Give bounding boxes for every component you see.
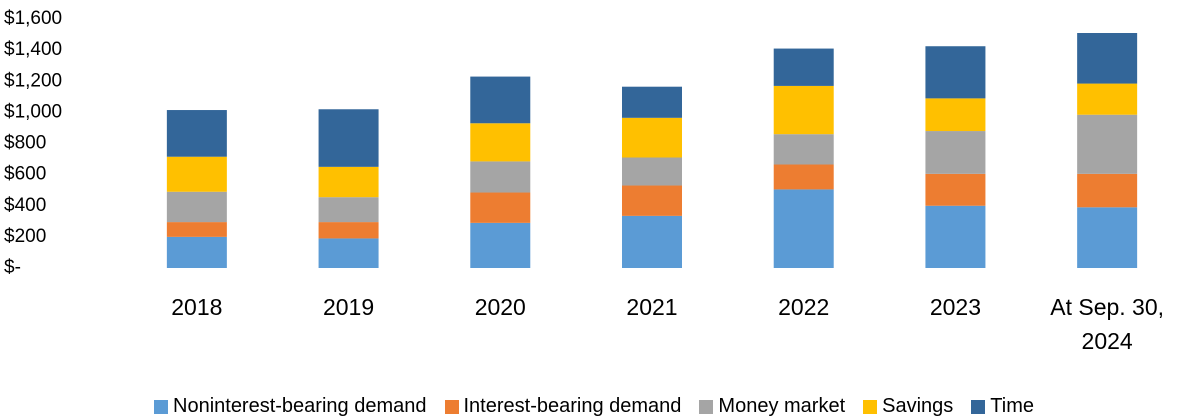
legend-item: Savings [863, 395, 953, 418]
x-tick-label: 2022 [778, 294, 830, 320]
y-tick-label: $1,200 [4, 70, 62, 91]
bar-segment [318, 222, 379, 239]
bar-segment [166, 222, 227, 237]
bar-segment [925, 131, 986, 174]
bar-segment [318, 166, 379, 198]
bar-segment [773, 48, 834, 86]
bar-segment [470, 123, 531, 162]
bar-segment [925, 205, 986, 268]
bar-segment [470, 161, 531, 193]
legend-item: Time [971, 395, 1034, 418]
legend-label: Savings [882, 395, 954, 417]
bar-segment [166, 236, 227, 268]
legend-item: Money market [699, 395, 845, 418]
y-tick-label: $200 [4, 226, 46, 247]
y-tick-label: $400 [4, 195, 46, 216]
bar-segment [166, 191, 227, 223]
bar-segment [470, 222, 531, 268]
legend-swatch [154, 399, 168, 414]
x-tick-label: 2020 [474, 294, 526, 320]
bar-segment [166, 156, 227, 192]
bar-segment [773, 134, 834, 165]
legend-item: Noninterest-bearing demand [154, 395, 427, 418]
bar-segment [622, 86, 682, 118]
bar-segment [925, 46, 986, 99]
bar-segment [773, 85, 834, 135]
x-tick-label: At Sep. 30, 2024 [1050, 294, 1165, 354]
legend: Noninterest-bearing demand Interest-beari… [0, 395, 1188, 418]
bar-segment [773, 164, 834, 190]
bar-segment [1077, 33, 1138, 84]
legend-swatch [444, 399, 459, 414]
y-tick-label: $1,600 [4, 8, 62, 29]
legend-swatch [863, 399, 878, 414]
legend-label: Interest-bearing demand [463, 395, 682, 417]
y-tick-label: $- [4, 257, 21, 278]
y-tick-label: $1,000 [4, 101, 62, 122]
bar-segment [318, 197, 379, 223]
bar-segment [318, 109, 379, 167]
bar-segment [622, 117, 682, 158]
bar-segment [773, 189, 834, 268]
legend-swatch [699, 399, 714, 414]
bar-segment [622, 157, 682, 186]
bar-segment [1077, 173, 1138, 208]
y-tick-label: $800 [4, 133, 46, 154]
bar-segment [470, 76, 531, 124]
bar-segment [622, 215, 682, 268]
bar-segment [1077, 83, 1138, 115]
legend-label: Time [990, 395, 1034, 417]
bar-segment [1077, 114, 1138, 174]
x-tick-label: 2018 [171, 294, 223, 320]
legend-label: Money market [718, 395, 846, 417]
bar-segment [925, 173, 986, 206]
bar-segment [166, 110, 227, 157]
x-tick-label: 2019 [322, 294, 375, 320]
x-tick-label: 2023 [929, 294, 981, 320]
legend-label: Noninterest-bearing demand [173, 395, 427, 417]
bar-segment [470, 192, 531, 223]
bar-segment [318, 238, 379, 268]
y-tick-label: $600 [4, 164, 46, 185]
bar-segment [1077, 207, 1138, 268]
bar-segment [925, 98, 986, 132]
legend-item: Interest-bearing demand [444, 395, 682, 418]
x-tick-label: 2021 [626, 294, 678, 320]
y-tick-label: $1,400 [4, 39, 62, 60]
legend-swatch [971, 399, 986, 414]
bar-segment [622, 185, 682, 216]
